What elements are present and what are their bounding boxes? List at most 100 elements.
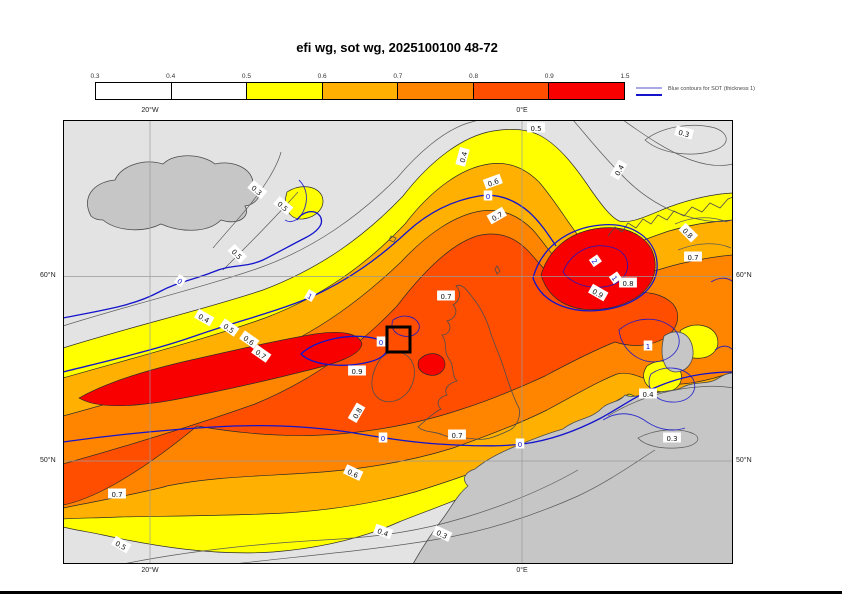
svg-text:1: 1 xyxy=(306,292,314,301)
island-shetland xyxy=(494,265,501,275)
svg-text:0.4: 0.4 xyxy=(642,391,654,399)
svg-text:0.4: 0.4 xyxy=(376,527,390,539)
colorbar-tick: 0.7 xyxy=(393,73,403,80)
efi-band-0p8 xyxy=(62,233,679,506)
land-denmark xyxy=(661,331,694,373)
svg-text:0: 0 xyxy=(381,435,385,443)
target-area-marker xyxy=(385,325,412,354)
efi-contour-label: 0.3 xyxy=(674,125,695,140)
svg-text:0.7: 0.7 xyxy=(440,293,451,301)
contour-0p7-ne-corner xyxy=(677,243,732,251)
sot-contour-label: 0 xyxy=(515,438,525,449)
sot-contour-label: 0 xyxy=(173,274,187,288)
colorbar-tick: 0.3 xyxy=(90,73,100,80)
figure-title: efi wg, sot wg, 2025100100 48-72 xyxy=(296,40,498,55)
svg-text:0: 0 xyxy=(486,193,490,201)
svg-text:0: 0 xyxy=(379,339,383,347)
sot-contour-label: 1 xyxy=(643,340,653,351)
efi-contour-label: 0.4 xyxy=(455,146,470,167)
contour-0p3-iceland-east xyxy=(212,151,282,249)
colorbar-segment-3 xyxy=(322,83,399,99)
colorbar-segment-2 xyxy=(247,83,323,99)
efi-contour-label: 0.9 xyxy=(348,365,366,376)
sot-contour-label: 1 xyxy=(304,289,317,303)
colorbar-tick: 0.4 xyxy=(166,73,176,80)
svg-text:0.5: 0.5 xyxy=(530,125,541,133)
svg-text:0.7: 0.7 xyxy=(111,491,122,499)
contour-0p4-nw xyxy=(62,119,480,327)
svg-text:0.4: 0.4 xyxy=(459,150,470,163)
map-panel: 0.5 0.3 0.4 0.4 0.6 0.7 0.3 0.5 0.5 0.4 0.5 0.6 0.7 0… xyxy=(62,119,734,569)
land-iceland xyxy=(87,155,260,231)
svg-text:1: 1 xyxy=(610,274,619,282)
contour-0p5-iceland-east xyxy=(222,191,299,271)
coast-norway xyxy=(607,196,734,237)
tick-bottom-20w: 20°W xyxy=(141,567,159,574)
svg-text:0: 0 xyxy=(175,277,183,286)
svg-text:2: 2 xyxy=(590,257,599,265)
contour-0p3-south xyxy=(232,449,656,565)
colorbar-segment-0 xyxy=(96,83,172,99)
efi-core-norway xyxy=(540,227,656,311)
svg-text:0: 0 xyxy=(518,441,522,449)
svg-text:0.9: 0.9 xyxy=(351,368,362,376)
coast-ireland xyxy=(371,351,415,403)
efi-contour-label: 0.3 xyxy=(432,525,453,542)
svg-text:0.3: 0.3 xyxy=(677,129,690,140)
sot-loop-near-marker xyxy=(391,315,420,337)
sot-contour-label: 0 xyxy=(378,432,388,443)
tick-left-50n: 50°N xyxy=(40,457,56,464)
coast-great-britain xyxy=(417,284,520,440)
efi-contour-label: 0.6 xyxy=(482,173,503,190)
sot-thin-line-sample xyxy=(636,87,662,89)
tick-top-20w: 20°W xyxy=(141,107,159,114)
efi-contour-label: 0.4 xyxy=(373,523,394,540)
island-faroe xyxy=(388,235,397,243)
efi-map: 0.5 0.30.40.40.60.70.30.50.50.40.50.60.70… xyxy=(62,119,734,565)
sot-loop-core-norway-outer xyxy=(532,224,658,312)
efi-contour-label: 0.7 xyxy=(437,290,455,301)
sot-contour-label: 1 xyxy=(608,271,622,285)
contour-0p4-ne xyxy=(572,119,734,222)
svg-text:0.3: 0.3 xyxy=(666,435,677,443)
sot-contour-label: 0 xyxy=(483,190,493,201)
contour-0p3-ne xyxy=(622,119,734,166)
colorbar-segment-4 xyxy=(398,83,474,99)
sot-line-kattegat xyxy=(602,413,686,431)
efi-contour-label: 0.7 xyxy=(108,488,126,499)
efi-contour-label: 0.7 xyxy=(448,429,466,440)
tick-left-60n: 60°N xyxy=(40,272,56,279)
contour-label-layer: 0.5 0.30.40.40.60.70.30.50.50.40.50.60.70… xyxy=(108,122,702,554)
sot-line-right-edge-2 xyxy=(714,345,734,351)
colorbar-tick: 0.8 xyxy=(469,73,479,80)
sot-legend-text: Blue contours for SOT (thickness 1) xyxy=(668,86,756,92)
map-frame xyxy=(63,120,733,564)
svg-text:0.8: 0.8 xyxy=(622,280,633,288)
colorbar-segment-5 xyxy=(473,83,550,99)
contour-0p4-se xyxy=(607,385,734,417)
colorbar-tick: 0.5 xyxy=(241,73,251,80)
sot-thick-line-sample xyxy=(636,94,662,96)
svg-text:1: 1 xyxy=(646,343,650,351)
bottom-separator-bar xyxy=(0,591,842,594)
efi-contour-label: 0.7 xyxy=(684,251,702,262)
sot-loop-kattegat-1 xyxy=(618,318,680,363)
contour-0p8-ne-corner xyxy=(674,217,728,225)
efi-contour-label: 0.3 xyxy=(663,432,681,443)
sot-contour-label: 0 xyxy=(376,336,386,347)
tick-right-60n: 60°N xyxy=(736,272,752,279)
efi-colorbar xyxy=(95,82,625,100)
tick-bottom-0e: 0°E xyxy=(516,567,528,574)
colorbar-segment-6 xyxy=(549,83,625,99)
efi-core-small xyxy=(417,353,446,376)
colorbar-segment-1 xyxy=(171,83,248,99)
svg-text:0.7: 0.7 xyxy=(687,254,698,262)
sot-line-right-edge-1 xyxy=(710,277,734,283)
svg-text:0.6: 0.6 xyxy=(487,177,501,189)
efi-contour-label: 0.4 xyxy=(639,388,657,399)
efi-contour-label: 0.8 xyxy=(619,277,637,288)
tick-top-0e: 0°E xyxy=(516,107,528,114)
sot-contour-0-north xyxy=(62,210,323,319)
efi-contour-label: 0.5 xyxy=(527,122,545,133)
